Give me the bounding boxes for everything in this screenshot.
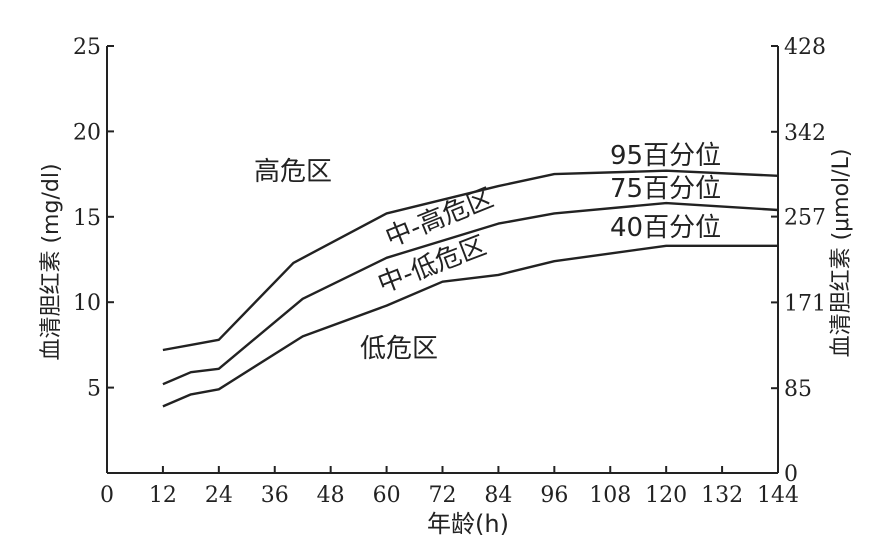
x-tick-label: 24 — [205, 483, 233, 508]
x-tick-label: 72 — [429, 483, 457, 508]
series-layer — [162, 169, 779, 408]
x-tick-label: 48 — [317, 483, 345, 508]
zone-label-high: 高危区 — [254, 157, 332, 187]
zone-label-low: 低危区 — [360, 334, 438, 364]
x-tick-label: 84 — [484, 483, 512, 508]
x-tick-label: 144 — [757, 483, 799, 508]
x-tick-label: 120 — [645, 483, 687, 508]
x-axis-title: 年龄(h) — [427, 510, 509, 538]
x-tick-label: 36 — [261, 483, 289, 508]
left-y-tick-label: 25 — [73, 35, 101, 60]
series-label-40: 40百分位 — [610, 213, 721, 243]
x-tick-label: 12 — [149, 483, 177, 508]
right-y-tick-label: 257 — [784, 206, 826, 231]
left-y-tick-label: 10 — [73, 291, 101, 316]
series-line-75th-percentile — [162, 201, 779, 386]
series-label-95: 95百分位 — [610, 141, 721, 171]
x-tick-label: 60 — [373, 483, 401, 508]
right-y-tick-label: 171 — [784, 291, 826, 316]
series-line-95th-percentile — [162, 169, 779, 352]
x-tick-label: 0 — [100, 483, 114, 508]
right-y-tick-label: 428 — [784, 35, 826, 60]
right-y-tick-label: 85 — [784, 377, 812, 402]
left-y-tick-label: 15 — [73, 206, 101, 231]
series-label-75: 75百分位 — [610, 174, 721, 204]
left-y-tick-label: 5 — [87, 377, 101, 402]
ticks-layer: 0 12 24 36 48 60 72 84 96 108 120 132 144 5 10 15 20 25 0 8… — [73, 35, 826, 508]
right-y-tick-label: 342 — [784, 121, 826, 146]
x-tick-label: 96 — [540, 483, 568, 508]
x-tick-label: 108 — [589, 483, 631, 508]
right-y-tick-label: 0 — [784, 462, 798, 487]
right-y-axis-title: 血清胆红素 (μmol/L) — [829, 149, 854, 358]
left-y-axis-title: 血清胆红素 (mg/dl) — [39, 163, 64, 360]
left-y-tick-label: 20 — [73, 120, 101, 145]
series-line-40th-percentile — [162, 244, 778, 408]
x-tick-label: 132 — [701, 483, 743, 508]
